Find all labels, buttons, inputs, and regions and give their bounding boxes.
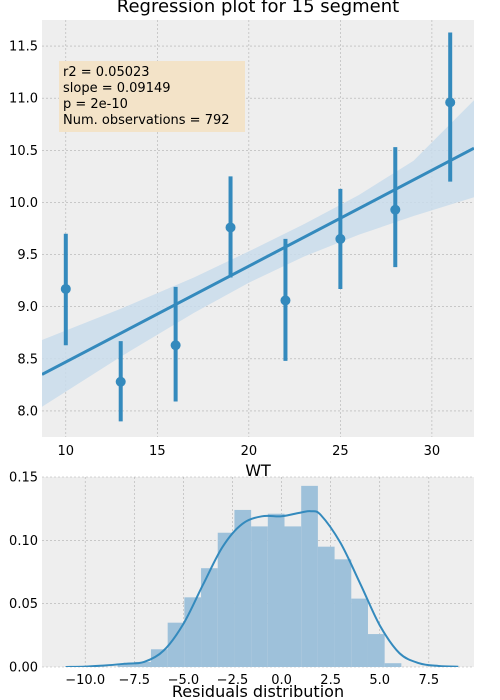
- x-tick-label: −10.0: [65, 673, 105, 688]
- y-tick-label: 10.5: [9, 144, 38, 159]
- x-tick-label: 25: [332, 444, 349, 459]
- y-tick-label: 0.15: [9, 471, 38, 486]
- x-tick-label: 15: [149, 444, 166, 459]
- data-point: [335, 234, 345, 244]
- x-tick-label: 20: [241, 444, 258, 459]
- residuals-xlabel: Residuals distribution: [172, 682, 344, 700]
- histogram-bar: [385, 663, 402, 667]
- histogram-bar: [368, 634, 385, 667]
- y-tick-label: 0.00: [9, 661, 38, 676]
- histogram-bar: [301, 486, 318, 667]
- y-tick-label: 0.05: [9, 597, 38, 612]
- stat-p-value: p = 2e-10: [63, 97, 128, 112]
- y-tick-label: 10.0: [9, 196, 38, 211]
- x-tick-label: 30: [424, 444, 441, 459]
- stat-slope: slope = 0.09149: [63, 81, 171, 96]
- y-tick-label: 8.5: [17, 352, 38, 367]
- histogram-bar: [351, 599, 368, 667]
- stat-num-observations: Num. observations = 792: [63, 113, 230, 128]
- y-tick-label: 0.10: [9, 534, 38, 549]
- regression-title: Regression plot for 15 segment: [117, 0, 399, 17]
- data-point: [116, 377, 126, 387]
- histogram-bar: [268, 514, 285, 667]
- y-tick-label: 9.5: [17, 248, 38, 263]
- y-tick-label: 11.0: [9, 92, 38, 107]
- data-point: [280, 295, 290, 305]
- data-point: [171, 340, 181, 350]
- x-tick-label: −7.5: [119, 673, 151, 688]
- y-tick-label: 11.5: [9, 40, 38, 55]
- x-tick-label: 7.5: [418, 673, 439, 688]
- x-tick-label: 5.0: [369, 673, 390, 688]
- data-point: [61, 284, 71, 294]
- data-point: [390, 205, 400, 215]
- histogram-bar: [234, 510, 251, 667]
- histogram-bar: [318, 547, 335, 667]
- y-tick-label: 9.0: [17, 300, 38, 315]
- histogram-bar: [285, 526, 302, 667]
- x-tick-label: 10: [58, 444, 75, 459]
- histogram-bar: [251, 526, 268, 667]
- histogram-bar: [335, 559, 352, 667]
- data-point: [445, 97, 455, 107]
- data-point: [226, 222, 236, 232]
- stat-r2: r2 = 0.05023: [63, 65, 150, 80]
- y-tick-label: 8.0: [17, 404, 38, 419]
- histogram-bar: [218, 533, 235, 667]
